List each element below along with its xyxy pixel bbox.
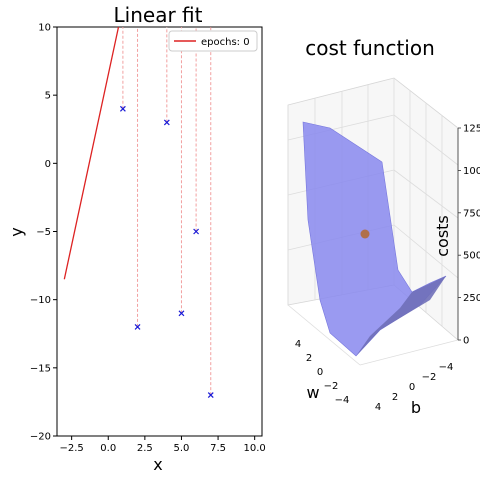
linear-fit-plot-area bbox=[56, 26, 263, 437]
x-tick-label: 2.5 bbox=[137, 443, 153, 454]
w-axis-label: w bbox=[306, 383, 319, 402]
y-tick-label: −20 bbox=[30, 432, 51, 443]
legend: epochs: 0 bbox=[168, 30, 258, 52]
z-tick-label: 500 bbox=[463, 251, 480, 262]
floor-line bbox=[359, 339, 459, 366]
w-tick-label: 4 bbox=[295, 339, 301, 350]
x-tick-label: 10.0 bbox=[244, 443, 266, 454]
w-tick-label: 2 bbox=[306, 353, 312, 364]
x-tick-label: 5.0 bbox=[174, 443, 190, 454]
x-tick-label: −2.5 bbox=[59, 443, 83, 454]
b-tick-label: −4 bbox=[439, 362, 454, 373]
b-tick-label: 2 bbox=[392, 392, 398, 403]
data-point bbox=[193, 228, 200, 235]
w-tick-label: −2 bbox=[324, 381, 339, 392]
b-tick-label: 4 bbox=[375, 402, 381, 413]
cost-function-title: cost function bbox=[305, 36, 435, 60]
cost-function-chart: cost function 025050075010001250 420−2−4… bbox=[287, 36, 480, 417]
y-tick-label: −15 bbox=[30, 363, 51, 374]
x-tick-label: 7.5 bbox=[210, 443, 226, 454]
legend-box bbox=[168, 30, 258, 52]
data-point bbox=[134, 324, 141, 330]
b-tick-label: 0 bbox=[409, 382, 415, 393]
linear-fit-chart: −2.5 0.0 2.5 5.0 7.5 10.0 −20 −15 −10 −5 0 5 10 Lin… bbox=[7, 3, 266, 474]
z-tick-label: 750 bbox=[463, 208, 480, 219]
legend-label: epochs: 0 bbox=[201, 37, 250, 48]
current-cost-point bbox=[360, 229, 370, 239]
z-axis-label: costs bbox=[433, 215, 452, 257]
linear-fit-x-axis-label: x bbox=[153, 455, 162, 474]
z-tick-label: 1000 bbox=[463, 166, 480, 177]
data-point bbox=[207, 392, 214, 399]
w-tick-label: −4 bbox=[335, 395, 350, 406]
b-axis-label: b bbox=[411, 398, 421, 417]
z-tick-label: 250 bbox=[463, 293, 480, 304]
linear-fit-title: Linear fit bbox=[114, 3, 203, 27]
floor-line bbox=[287, 304, 361, 366]
y-tick-label: −5 bbox=[36, 227, 51, 238]
linear-fit-y-axis-label: y bbox=[7, 227, 26, 236]
x-tick-label: 0.0 bbox=[100, 443, 116, 454]
y-tick-label: 5 bbox=[45, 91, 51, 102]
data-point bbox=[178, 310, 185, 317]
y-tick-label: −10 bbox=[30, 295, 51, 306]
y-tick-label: 10 bbox=[38, 23, 51, 34]
w-tick-label: 0 bbox=[317, 367, 323, 378]
data-point bbox=[163, 119, 170, 126]
cost-surface-dark bbox=[356, 276, 446, 356]
z-tick-label: 0 bbox=[463, 336, 469, 347]
b-tick-label: −2 bbox=[422, 372, 437, 383]
data-point bbox=[119, 105, 126, 112]
y-tick-label: 0 bbox=[45, 159, 51, 170]
z-tick-label: 1250 bbox=[463, 124, 480, 135]
fit-line bbox=[63, 26, 120, 280]
